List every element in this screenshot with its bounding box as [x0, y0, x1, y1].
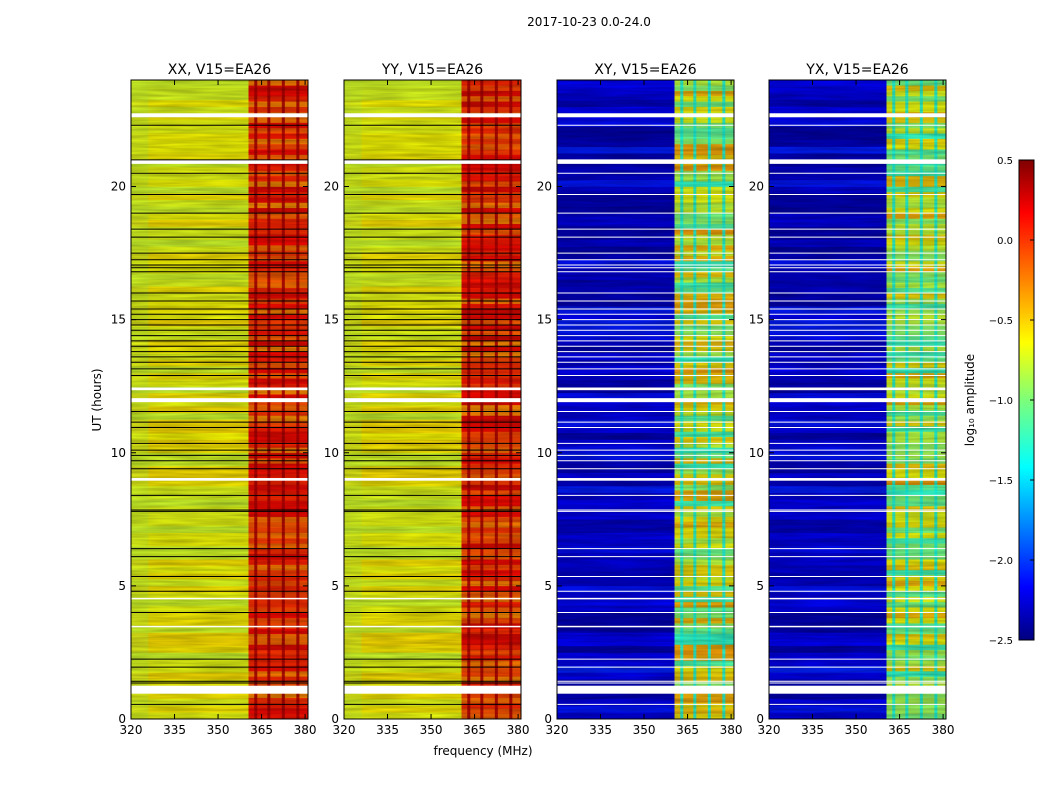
panel-title: XX, V15=EA26 [168, 62, 272, 78]
flagged-gap [344, 597, 521, 600]
x-tick-label: 380 [507, 723, 530, 737]
x-tick-label: 320 [120, 723, 143, 737]
y-tick-label: 10 [111, 446, 126, 460]
flagged-gap [557, 685, 734, 694]
y-tick-label: 5 [331, 579, 339, 593]
x-tick-label: 335 [801, 723, 824, 737]
x-tick-label: 335 [589, 723, 612, 737]
flagged-gap [557, 478, 734, 481]
x-tick-label: 350 [845, 723, 868, 737]
colorbar-tick-label: −1.0 [989, 396, 1013, 407]
x-tick-label: 350 [420, 723, 443, 737]
flagged-gap [344, 159, 521, 164]
flagged-gap [769, 159, 946, 164]
flagged-gap [769, 398, 946, 403]
y-tick-label: 0 [544, 712, 552, 726]
panel-yx: YX, V15=EA26 320 335 350 365 380 0 5 10 15 20 [749, 62, 955, 737]
x-axis-label: frequency (MHz) [433, 744, 532, 758]
y-tick-label: 15 [749, 313, 764, 327]
panel-xy: XY, V15=EA26 320 335 350 365 380 0 5 10 15 20 [537, 62, 743, 737]
panel-title: YY, V15=EA26 [381, 62, 483, 78]
flagged-gap [769, 113, 946, 118]
figure-suptitle: 2017-10-23 0.0-24.0 [527, 15, 651, 29]
colorbar-tick-label: 0.0 [997, 236, 1013, 247]
flagged-gap [344, 625, 521, 628]
x-tick-label: 380 [294, 723, 317, 737]
colorbar-tick-label: −2.5 [989, 636, 1013, 647]
panel-xx: XX, V15=EA26 320 335 350 365 380 0 5 10 15 20 [111, 62, 317, 737]
x-tick-label: 365 [463, 723, 486, 737]
colorbar-tick-label: −0.5 [989, 316, 1013, 327]
y-tick-label: 20 [324, 180, 339, 194]
flagged-gap [769, 478, 946, 481]
flagged-gap [557, 398, 734, 403]
x-tick-label: 320 [758, 723, 781, 737]
y-tick-label: 5 [118, 579, 126, 593]
flagged-gap [344, 685, 521, 694]
axes-frame [556, 79, 735, 720]
x-tick-label: 380 [932, 723, 955, 737]
flagged-gap [344, 387, 521, 391]
axes-frame [343, 79, 522, 720]
flagged-gap [557, 159, 734, 164]
y-axis-label: UT (hours) [90, 368, 104, 431]
y-tick-label: 0 [331, 712, 339, 726]
flagged-gap [769, 387, 946, 391]
y-tick-label: 15 [111, 313, 126, 327]
y-tick-label: 5 [756, 579, 764, 593]
colorbar-label: log₁₀ amplitude [963, 354, 977, 446]
axes-frame [130, 79, 309, 720]
flagged-gap [769, 685, 946, 694]
x-tick-label: 320 [333, 723, 356, 737]
flagged-gap [557, 113, 734, 118]
flagged-gap [131, 685, 308, 694]
x-tick-label: 365 [888, 723, 911, 737]
y-tick-label: 0 [756, 712, 764, 726]
y-tick-label: 5 [544, 579, 552, 593]
flagged-gap [344, 398, 521, 403]
y-tick-label: 10 [324, 446, 339, 460]
flagged-gap [131, 159, 308, 164]
y-tick-label: 15 [537, 313, 552, 327]
panel-yy: YY, V15=EA26 320 335 350 365 380 0 5 10 15 20 [324, 62, 530, 737]
x-tick-label: 335 [163, 723, 186, 737]
colorbar: 0.5 0.0 −0.5 −1.0 −1.5 −2.0 −2.5 log₁₀ amplitu… [963, 156, 1035, 647]
flagged-gap [557, 387, 734, 391]
y-tick-label: 10 [749, 446, 764, 460]
flagged-gap [344, 478, 521, 481]
y-tick-label: 15 [324, 313, 339, 327]
x-tick-label: 365 [250, 723, 273, 737]
y-tick-label: 20 [537, 180, 552, 194]
flagged-gap [131, 113, 308, 118]
colorbar-ticks: 0.5 0.0 −0.5 −1.0 −1.5 −2.0 −2.5 [989, 156, 1034, 647]
colorbar-tick-label: 0.5 [997, 156, 1013, 167]
flagged-gap [557, 625, 734, 628]
flagged-gap [131, 625, 308, 628]
flagged-gap [131, 387, 308, 391]
y-tick-label: 10 [537, 446, 552, 460]
colorbar-tick-label: −1.5 [989, 476, 1013, 487]
flagged-gap [557, 597, 734, 600]
panel-title: XY, V15=EA26 [594, 62, 696, 78]
flagged-gap [131, 597, 308, 600]
x-tick-label: 365 [676, 723, 699, 737]
flagged-gap [131, 478, 308, 481]
x-tick-label: 380 [720, 723, 743, 737]
x-tick-label: 350 [633, 723, 656, 737]
panel-title: YX, V15=EA26 [805, 62, 908, 78]
flagged-gap [344, 113, 521, 118]
y-tick-label: 0 [118, 712, 126, 726]
y-tick-label: 20 [749, 180, 764, 194]
y-tick-label: 20 [111, 180, 126, 194]
x-tick-label: 320 [546, 723, 569, 737]
colorbar-tick-label: −2.0 [989, 556, 1013, 567]
axes-frame [768, 79, 947, 720]
flagged-gap [769, 625, 946, 628]
flagged-gap [769, 597, 946, 600]
flagged-gap [131, 398, 308, 403]
x-tick-label: 335 [376, 723, 399, 737]
x-tick-label: 350 [207, 723, 230, 737]
